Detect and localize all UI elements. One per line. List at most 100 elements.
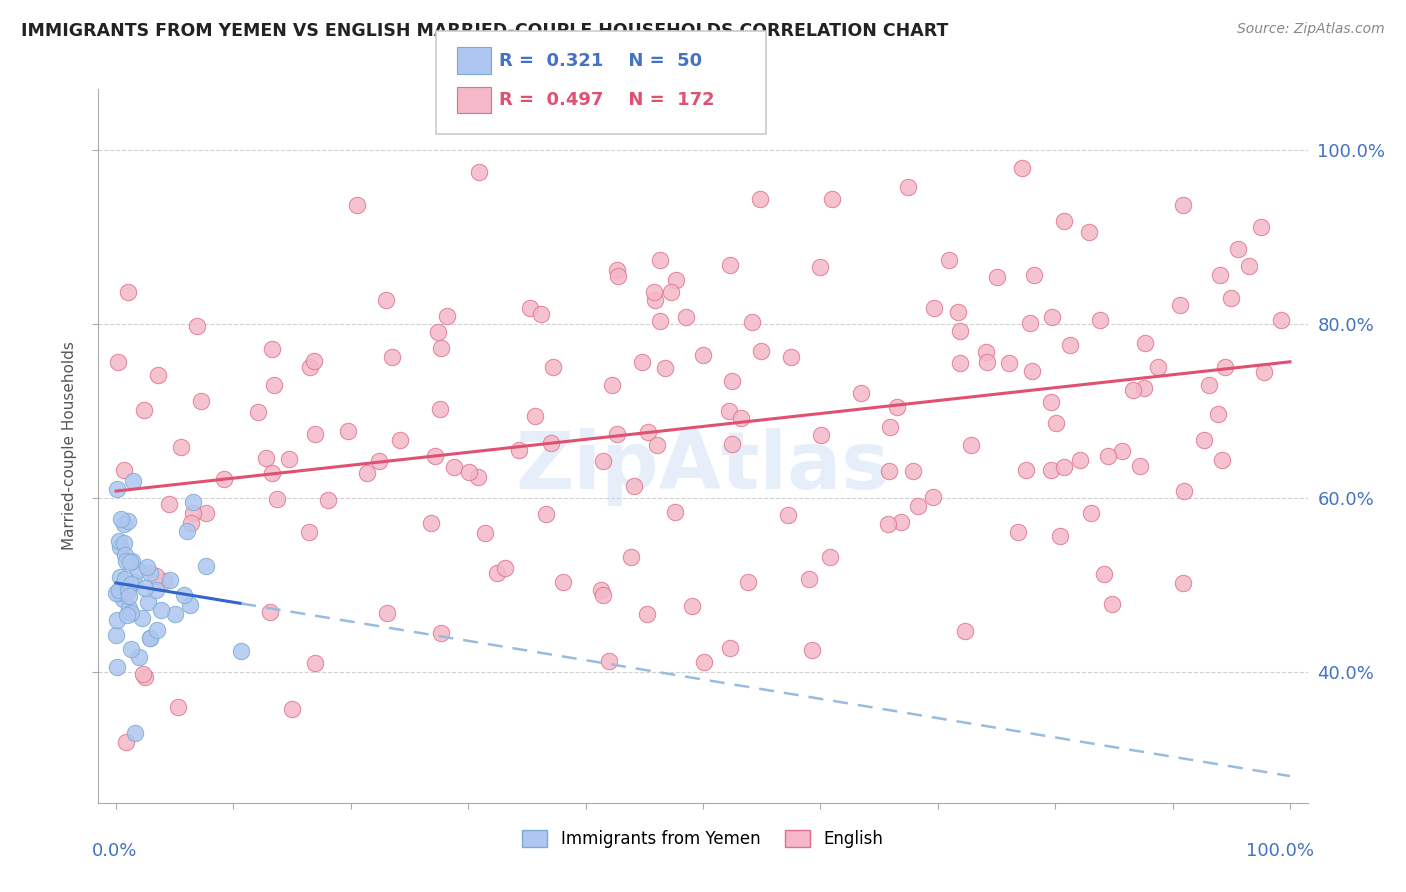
- Point: [277, 451, 299, 466]
- Point: [420, 516, 443, 531]
- Point: [117, 514, 139, 528]
- Point: [167, 700, 190, 714]
- Point: [122, 474, 145, 488]
- Point: [922, 301, 945, 315]
- Point: [1059, 338, 1081, 352]
- Point: [336, 425, 359, 439]
- Point: [1015, 462, 1038, 476]
- Point: [636, 607, 658, 621]
- Point: [607, 268, 630, 283]
- Point: [922, 491, 945, 505]
- Point: [1173, 576, 1195, 591]
- Point: [108, 585, 131, 599]
- Point: [1101, 597, 1123, 611]
- Point: [157, 497, 180, 511]
- Point: [644, 293, 666, 307]
- Point: [1069, 453, 1091, 467]
- Point: [529, 307, 551, 321]
- Point: [120, 555, 142, 569]
- Point: [1092, 566, 1115, 581]
- Point: [1135, 336, 1157, 351]
- Point: [1146, 360, 1168, 375]
- Point: [229, 644, 252, 658]
- Point: [134, 582, 156, 596]
- Point: [381, 350, 404, 364]
- Point: [427, 325, 450, 339]
- Text: Source: ZipAtlas.com: Source: ZipAtlas.com: [1237, 22, 1385, 37]
- Legend: Immigrants from Yemen, English: Immigrants from Yemen, English: [516, 823, 890, 855]
- Point: [134, 669, 156, 683]
- Point: [600, 378, 623, 392]
- Point: [1007, 525, 1029, 540]
- Point: [1097, 449, 1119, 463]
- Point: [436, 309, 458, 323]
- Point: [163, 607, 186, 621]
- Point: [1215, 360, 1237, 375]
- Point: [263, 377, 285, 392]
- Text: 0.0%: 0.0%: [93, 842, 138, 860]
- Point: [903, 464, 925, 478]
- Point: [494, 560, 516, 574]
- Text: 100.0%: 100.0%: [1246, 842, 1313, 860]
- Point: [136, 595, 159, 609]
- Point: [131, 611, 153, 625]
- Point: [145, 582, 167, 597]
- Point: [1021, 364, 1043, 378]
- Point: [266, 492, 288, 507]
- Point: [659, 285, 682, 300]
- Point: [194, 559, 217, 574]
- Point: [1173, 484, 1195, 499]
- Point: [443, 460, 465, 475]
- Point: [114, 554, 136, 568]
- Point: [302, 354, 325, 368]
- Point: [159, 573, 181, 587]
- Point: [1168, 298, 1191, 312]
- Point: [675, 310, 697, 324]
- Point: [112, 592, 135, 607]
- Point: [643, 285, 665, 299]
- Point: [128, 649, 150, 664]
- Point: [592, 454, 614, 468]
- Point: [173, 588, 195, 602]
- Point: [114, 735, 136, 749]
- Point: [145, 569, 167, 583]
- Point: [720, 258, 742, 272]
- Point: [1220, 291, 1243, 305]
- Point: [139, 632, 162, 646]
- Point: [1077, 225, 1099, 239]
- Point: [821, 192, 844, 206]
- Point: [457, 465, 479, 479]
- Point: [1208, 408, 1230, 422]
- Point: [960, 437, 983, 451]
- Point: [429, 341, 451, 355]
- Point: [1045, 417, 1067, 431]
- Point: [176, 524, 198, 538]
- Point: [720, 375, 742, 389]
- Point: [524, 409, 547, 423]
- Point: [429, 402, 451, 417]
- Y-axis label: Married-couple Households: Married-couple Households: [62, 342, 77, 550]
- Point: [1237, 260, 1260, 274]
- Point: [118, 601, 141, 615]
- Point: [949, 356, 972, 370]
- Point: [938, 252, 960, 267]
- Text: R =  0.321    N =  50: R = 0.321 N = 50: [499, 52, 702, 70]
- Point: [388, 433, 411, 447]
- Point: [1211, 452, 1233, 467]
- Point: [730, 410, 752, 425]
- Point: [1198, 377, 1220, 392]
- Point: [127, 563, 149, 577]
- Point: [1018, 316, 1040, 330]
- Point: [346, 198, 368, 212]
- Point: [485, 566, 508, 580]
- Point: [190, 394, 212, 409]
- Point: [1088, 313, 1111, 327]
- Point: [534, 508, 557, 522]
- Point: [879, 464, 901, 478]
- Point: [818, 549, 841, 564]
- Point: [748, 192, 770, 206]
- Point: [519, 301, 541, 316]
- Point: [139, 566, 162, 580]
- Point: [136, 560, 159, 574]
- Point: [194, 506, 217, 520]
